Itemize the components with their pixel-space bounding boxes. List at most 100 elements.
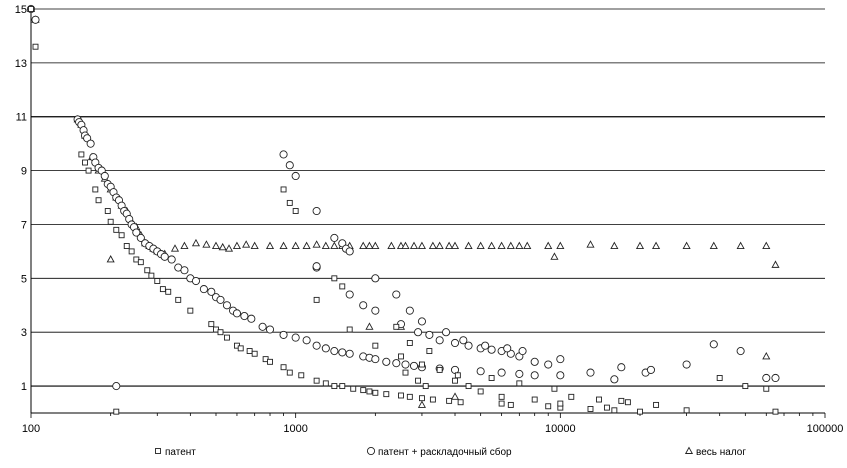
y-tick-label: 7 — [21, 219, 27, 231]
point-square — [418, 395, 425, 402]
point-triangle — [387, 241, 396, 249]
point-square — [298, 372, 305, 379]
point-circle — [586, 368, 595, 377]
point-square — [383, 391, 390, 398]
point-square — [457, 399, 464, 406]
point-circle — [646, 365, 656, 374]
point-triangle — [487, 241, 496, 249]
point-square — [95, 197, 102, 204]
point-square — [208, 321, 215, 328]
y-tick-label: 5 — [21, 273, 27, 285]
point-square — [85, 167, 92, 174]
point-triangle — [106, 255, 115, 263]
point-square — [107, 218, 114, 225]
point-triangle — [291, 241, 300, 249]
point-square — [393, 323, 400, 330]
point-triangle — [682, 241, 691, 249]
point-circle — [556, 355, 565, 364]
point-square — [223, 334, 230, 341]
point-triangle — [709, 241, 718, 249]
y-tick-label: 3 — [21, 327, 27, 339]
point-circle — [401, 360, 410, 369]
point-square — [128, 248, 135, 255]
legend-marker-square — [155, 448, 161, 454]
point-triangle — [550, 252, 559, 260]
point-triangle — [515, 241, 524, 249]
point-triangle — [476, 241, 485, 249]
point-circle — [518, 347, 527, 356]
point-circle — [112, 382, 121, 391]
point-square — [175, 296, 182, 303]
point-triangle — [365, 322, 374, 330]
point-square — [286, 369, 293, 376]
point-square — [286, 199, 293, 206]
point-triangle — [191, 238, 201, 247]
point-square — [339, 283, 346, 290]
point-square — [237, 345, 244, 352]
point-circle — [530, 371, 539, 380]
point-triangle — [202, 240, 211, 248]
point-square — [187, 307, 194, 314]
point-square — [611, 407, 618, 414]
point-circle — [617, 363, 626, 372]
point-square — [452, 377, 458, 384]
point-triangle — [586, 240, 595, 248]
point-circle — [487, 345, 496, 354]
point-circle — [86, 139, 95, 148]
point-circle — [476, 367, 485, 376]
point-circle — [167, 255, 176, 264]
point-circle — [207, 287, 216, 296]
point-triangle — [170, 244, 180, 252]
point-square — [154, 278, 161, 284]
y-tick-label: 13 — [15, 58, 27, 70]
point-circle — [392, 359, 401, 368]
point-square — [716, 375, 723, 381]
point-circle — [459, 336, 468, 345]
point-square — [618, 397, 625, 404]
y-tick-label: 1 — [21, 381, 27, 393]
point-triangle — [401, 241, 410, 249]
point-circle — [312, 341, 321, 350]
point-triangle — [497, 241, 506, 249]
point-circle — [132, 228, 141, 237]
point-circle — [417, 317, 426, 326]
point-square — [498, 400, 505, 407]
point-triangle — [506, 241, 515, 249]
point-circle — [464, 341, 473, 350]
point-square — [123, 243, 130, 249]
point-square — [653, 401, 660, 408]
point-circle — [345, 247, 354, 256]
point-square — [372, 342, 379, 349]
point-triangle — [762, 241, 771, 249]
point-square — [159, 286, 166, 293]
legend: патент патент + раскладочный сбор весь нал… — [155, 446, 746, 458]
point-circle — [312, 262, 321, 271]
y-tick-label: 9 — [21, 166, 27, 178]
point-square — [78, 151, 85, 158]
point-triangle — [302, 241, 311, 249]
point-square — [104, 208, 111, 214]
point-circle — [302, 336, 311, 345]
point-triangle — [556, 241, 565, 249]
point-square — [113, 226, 120, 233]
point-circle — [425, 330, 434, 339]
point-triangle — [359, 241, 368, 249]
point-square — [322, 380, 329, 387]
point-square — [637, 408, 643, 415]
point-square — [398, 392, 404, 399]
point-circle — [371, 274, 380, 283]
point-triangle — [736, 241, 745, 249]
point-circle — [345, 290, 354, 299]
point-triangle — [450, 392, 460, 400]
point-square — [596, 396, 602, 403]
point-triangle — [224, 244, 234, 252]
point-square — [557, 400, 564, 407]
point-circle — [392, 290, 401, 299]
point-circle — [544, 360, 553, 369]
legend-label: патент — [165, 447, 196, 458]
legend-item: патент + раскладочный сбор — [366, 446, 512, 458]
legend-marker-circle — [366, 446, 376, 456]
point-circle — [435, 336, 444, 345]
point-square — [366, 388, 373, 395]
